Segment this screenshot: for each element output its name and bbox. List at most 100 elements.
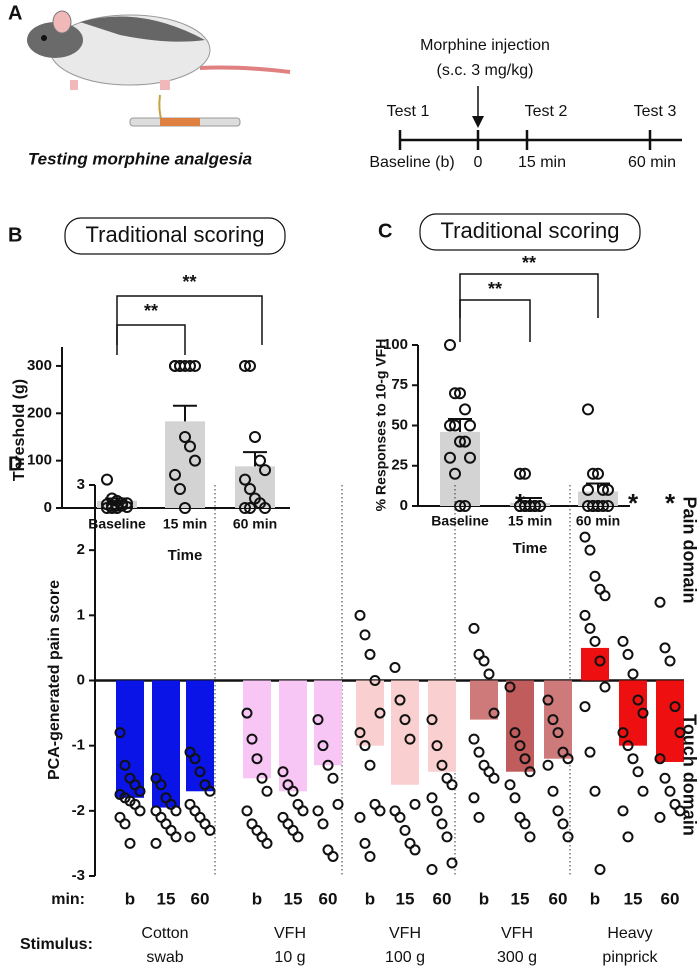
data-point bbox=[464, 419, 476, 432]
data-point bbox=[297, 805, 309, 817]
data-point bbox=[124, 837, 136, 849]
data-point bbox=[119, 818, 131, 830]
data-point bbox=[622, 831, 634, 843]
data-point bbox=[431, 740, 443, 752]
data-point bbox=[322, 759, 334, 771]
x-tick-label: 60 bbox=[319, 889, 338, 908]
significance-star: * bbox=[515, 488, 526, 518]
data-point bbox=[241, 805, 253, 817]
title-box bbox=[419, 213, 641, 251]
x-tick-label: Baseline bbox=[431, 513, 489, 529]
data-point bbox=[622, 740, 634, 752]
data-point bbox=[473, 811, 485, 823]
bar bbox=[314, 680, 342, 766]
data-point bbox=[241, 707, 253, 719]
x-tick-label: b bbox=[125, 889, 135, 908]
side-label: Pain domain bbox=[679, 496, 699, 603]
x-tick-label: 60 min bbox=[576, 513, 620, 529]
data-point bbox=[599, 681, 611, 693]
data-point bbox=[514, 467, 526, 480]
x-tick-label: Baseline bbox=[88, 516, 146, 532]
data-point bbox=[519, 500, 531, 512]
rat-paw bbox=[160, 80, 170, 90]
bar bbox=[470, 680, 498, 720]
y-tick-label: 300 bbox=[27, 357, 52, 374]
data-point bbox=[659, 642, 671, 654]
error-bar bbox=[173, 404, 197, 422]
data-point bbox=[359, 629, 371, 641]
data-point bbox=[399, 714, 411, 726]
data-point bbox=[449, 419, 461, 432]
time-label: 0 bbox=[474, 154, 483, 171]
significance-bracket bbox=[116, 324, 186, 355]
data-point bbox=[332, 798, 344, 810]
data-point bbox=[436, 818, 448, 830]
data-point bbox=[134, 805, 146, 817]
stimulus-label: VFH bbox=[274, 925, 306, 942]
data-point bbox=[327, 850, 339, 862]
significance-bracket bbox=[459, 273, 599, 318]
data-point bbox=[602, 483, 614, 496]
data-point bbox=[251, 753, 263, 765]
x-tick-label: b bbox=[252, 889, 262, 908]
data-point bbox=[464, 451, 476, 464]
data-point bbox=[468, 792, 480, 804]
data-point bbox=[261, 837, 273, 849]
injection-text: (s.c. 3 mg/kg) bbox=[437, 62, 534, 79]
data-point bbox=[426, 863, 438, 875]
data-point bbox=[101, 473, 113, 486]
data-point bbox=[359, 740, 371, 752]
panel-letter: D bbox=[8, 453, 22, 475]
data-point bbox=[557, 818, 569, 830]
stimulus-label: 100 g bbox=[385, 949, 425, 966]
data-point bbox=[134, 785, 146, 797]
data-point bbox=[277, 766, 289, 778]
data-point bbox=[239, 359, 251, 372]
bar bbox=[656, 680, 684, 762]
data-point bbox=[449, 387, 461, 400]
y-axis-title: % Responses to 10-g VFH bbox=[373, 339, 389, 512]
panel-letter: B bbox=[8, 224, 22, 246]
data-point bbox=[169, 359, 181, 372]
time-label: 60 min bbox=[628, 154, 676, 171]
data-point bbox=[632, 694, 644, 706]
data-point bbox=[514, 740, 526, 752]
data-point bbox=[552, 727, 564, 739]
data-point bbox=[582, 403, 594, 416]
significance-star: * bbox=[665, 488, 676, 518]
data-point bbox=[579, 609, 591, 621]
data-point bbox=[589, 570, 601, 582]
y-axis-title: PCA-generated pain score bbox=[46, 580, 63, 780]
data-point bbox=[426, 714, 438, 726]
data-point bbox=[399, 824, 411, 836]
bar bbox=[356, 680, 384, 746]
data-point bbox=[664, 655, 676, 667]
significance-bracket bbox=[116, 295, 263, 345]
data-point bbox=[256, 772, 268, 784]
data-point bbox=[119, 759, 131, 771]
data-point bbox=[459, 435, 471, 448]
y-tick-label: -1 bbox=[72, 737, 85, 754]
x-tick-label: 60 bbox=[191, 889, 210, 908]
data-point bbox=[524, 766, 536, 778]
x-tick-label: 15 bbox=[157, 889, 176, 908]
y-tick-label: -3 bbox=[72, 867, 85, 884]
x-tick-label: b bbox=[365, 889, 375, 908]
data-point bbox=[547, 785, 559, 797]
data-point bbox=[674, 727, 686, 739]
data-point bbox=[654, 753, 666, 765]
data-point bbox=[184, 831, 196, 843]
data-point bbox=[184, 440, 196, 453]
x-axis-title: Time bbox=[168, 547, 203, 564]
data-point bbox=[444, 419, 456, 432]
bar bbox=[152, 680, 180, 808]
data-point bbox=[359, 837, 371, 849]
y-tick-label: 25 bbox=[391, 457, 408, 474]
significance-bracket bbox=[459, 299, 531, 342]
rat-eye bbox=[41, 35, 47, 41]
data-point bbox=[483, 668, 495, 680]
data-point bbox=[244, 483, 256, 496]
title-box bbox=[64, 217, 286, 255]
panel-letter: A bbox=[8, 2, 22, 24]
data-point bbox=[259, 464, 271, 477]
